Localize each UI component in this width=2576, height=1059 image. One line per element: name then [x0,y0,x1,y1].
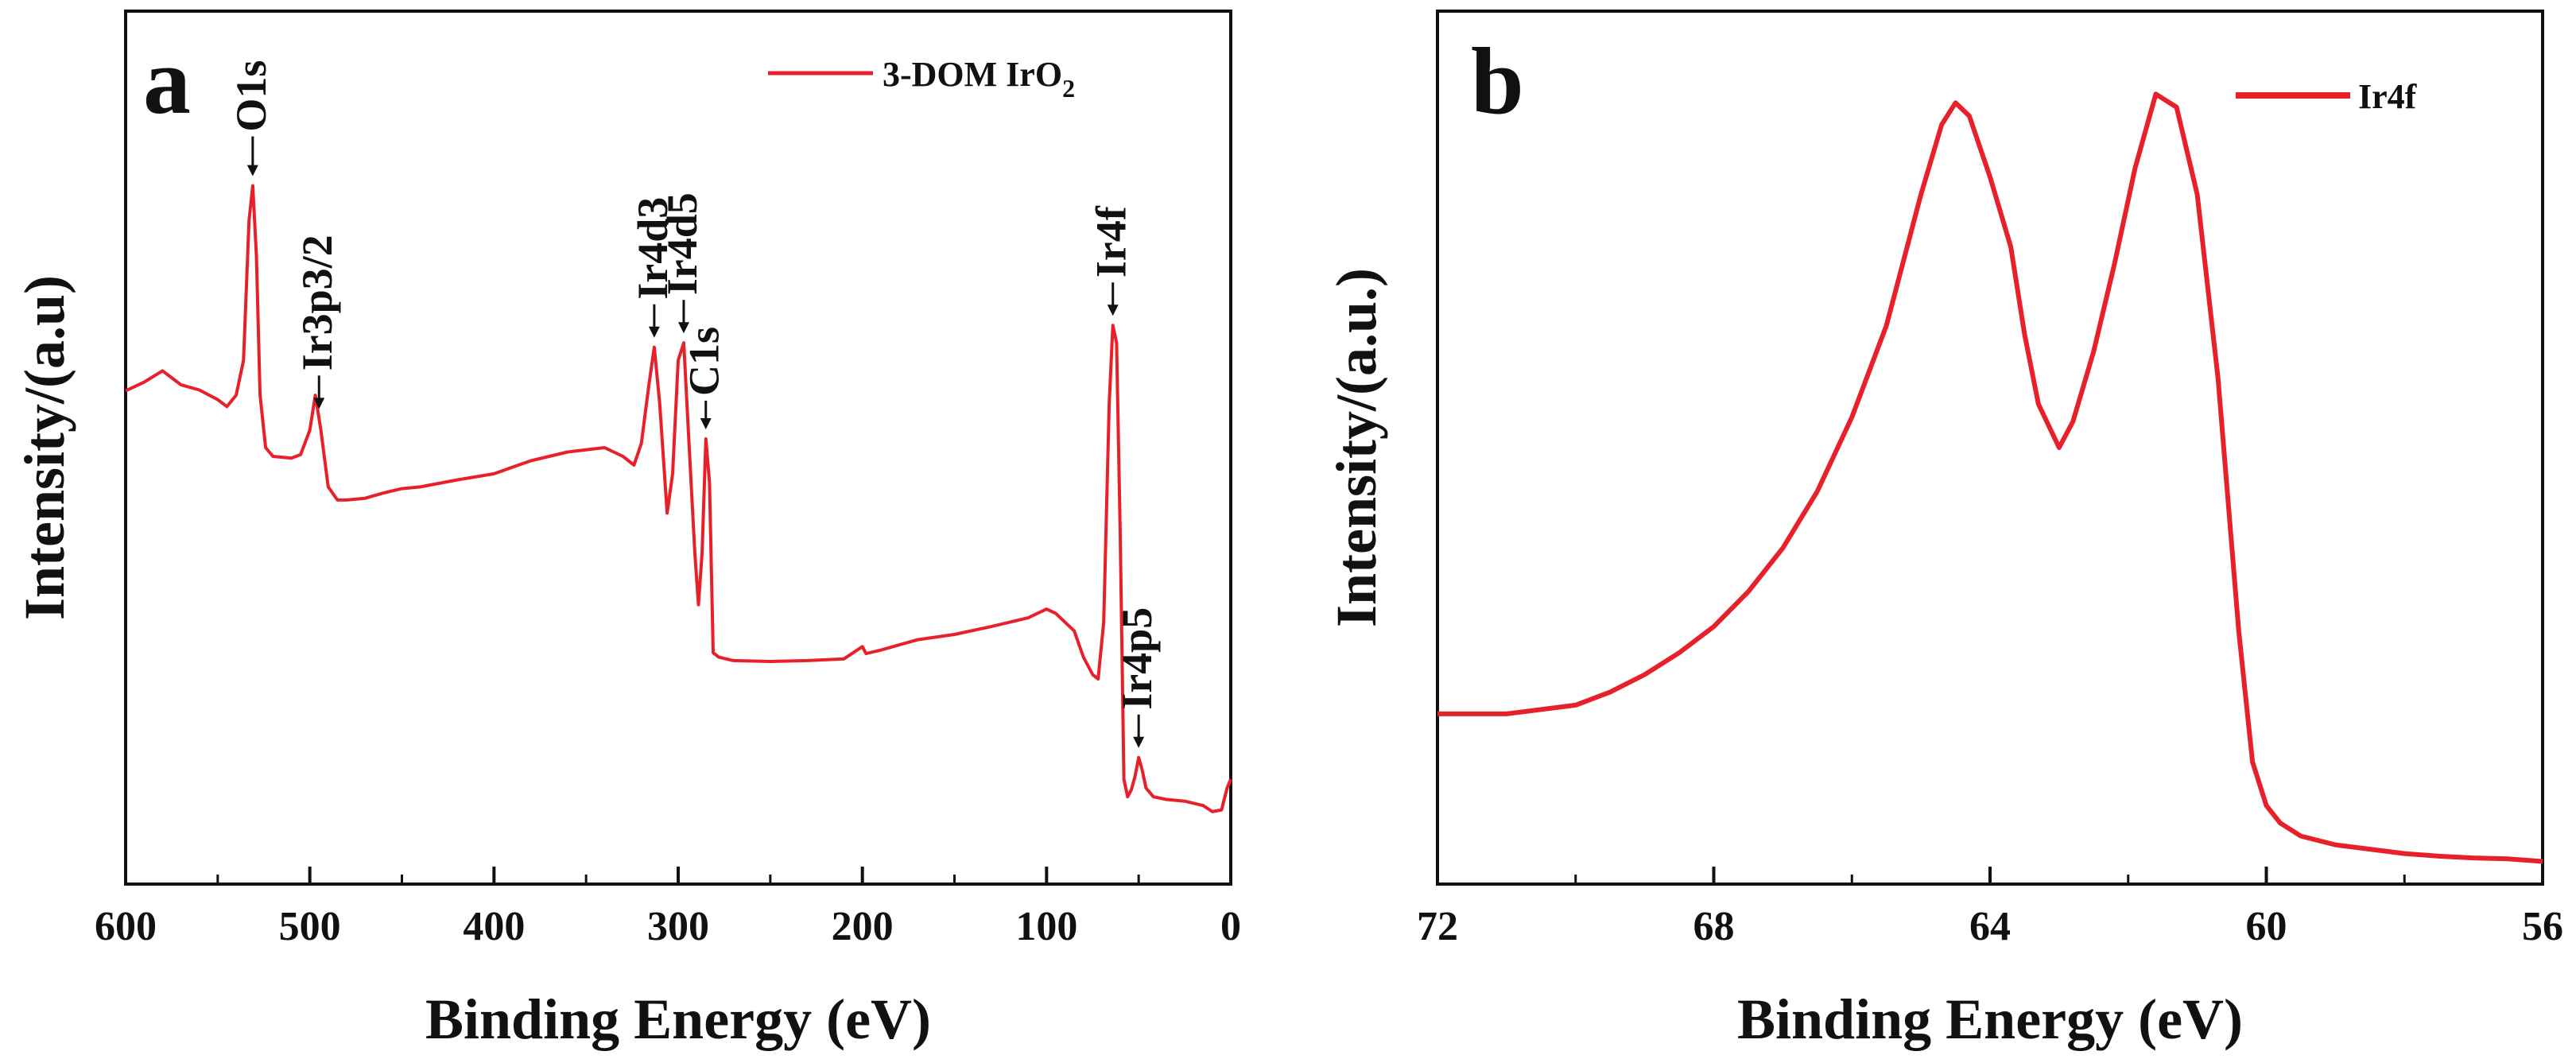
panel-b-legend-label: Ir4f [2358,77,2418,116]
panel-a-x-tick-label: 200 [832,904,894,949]
panel-b-x-ticks: 72 68 64 60 56 [1417,867,2563,949]
peak-label: Ir3p3/2 [293,235,341,370]
annotation-arrow-head [677,322,689,334]
peak-label: Ir4d3 [629,197,677,300]
panel-b-x-tick-label: 64 [1969,904,2011,949]
panel-b-x-axis-label: Binding Energy (eV) [1737,987,2243,1051]
peak-annotation: Ir4f [1088,205,1135,316]
peak-annotation: Ir4d3 [629,197,677,338]
panel-a-x-axis-label: Binding Energy (eV) [425,987,931,1051]
panel-b-x-tick-label: 72 [1417,904,1458,949]
annotation-arrow-head [246,165,258,176]
panel-a-x-tick-label: 300 [647,904,709,949]
peak-annotation: Ir3p3/2 [293,235,341,409]
panel-a-x-tick-label: 0 [1220,904,1241,949]
panel-b-letter: b [1471,28,1524,134]
annotation-arrow-head [700,418,712,430]
panel-b-legend: Ir4f [2236,77,2418,116]
panel-b-x-tick-label: 56 [2522,904,2563,949]
panel-b-x-tick-label: 60 [2246,904,2287,949]
peak-label: O1s [227,60,275,132]
panel-b-spectrum-line [1437,91,2543,864]
panel-a-legend-main: 3-DOM IrO [883,55,1062,94]
panel-a-letter: a [143,28,191,134]
peak-label: Ir4f [1088,205,1135,277]
annotation-arrow-head [648,326,660,338]
peak-annotation: Ir4p5 [1113,607,1161,748]
panel-a-chart: 600 500 400 300 200 100 0 O1s Ir3p3/2 Ir4d3Ir4d5… [13,10,1241,1051]
peak-label: Ir4p5 [1113,607,1161,710]
panel-a-legend-label: 3-DOM IrO2 [883,55,1075,103]
panel-b-x-tick-label: 68 [1693,904,1735,949]
peak-annotation: C1s [681,327,728,430]
peak-annotation: O1s [227,60,275,176]
panel-a-legend-subscript: 2 [1062,74,1075,103]
annotation-arrow-head [1133,736,1145,748]
panel-b-plot-frame [1436,10,2544,886]
panel-a-x-tick-label: 600 [95,904,157,949]
panel-b-chart: 72 68 64 60 56 b Ir4f Binding Energy (eV) In… [1325,10,2563,1051]
panel-a-spectrum-line [125,184,1232,813]
peak-label: Ir4d5 [658,192,706,295]
panel-a-plot-frame [124,10,1232,886]
panel-b-y-axis-label: Intensity/(a.u.) [1325,268,1388,627]
annotation-arrow-head [1107,305,1119,316]
panel-a-x-tick-label: 500 [279,904,341,949]
panel-a-x-tick-label: 100 [1015,904,1077,949]
peak-annotation: Ir4d5 [658,192,706,334]
panel-a-x-tick-label: 400 [463,904,525,949]
peak-label: C1s [681,327,728,396]
annotation-arrow-head [313,398,325,409]
panel-a-x-ticks: 600 500 400 300 200 100 0 [95,867,1241,949]
panel-a-legend: 3-DOM IrO2 [768,55,1075,103]
panel-a-y-axis-label: Intensity/(a.u) [13,275,76,620]
